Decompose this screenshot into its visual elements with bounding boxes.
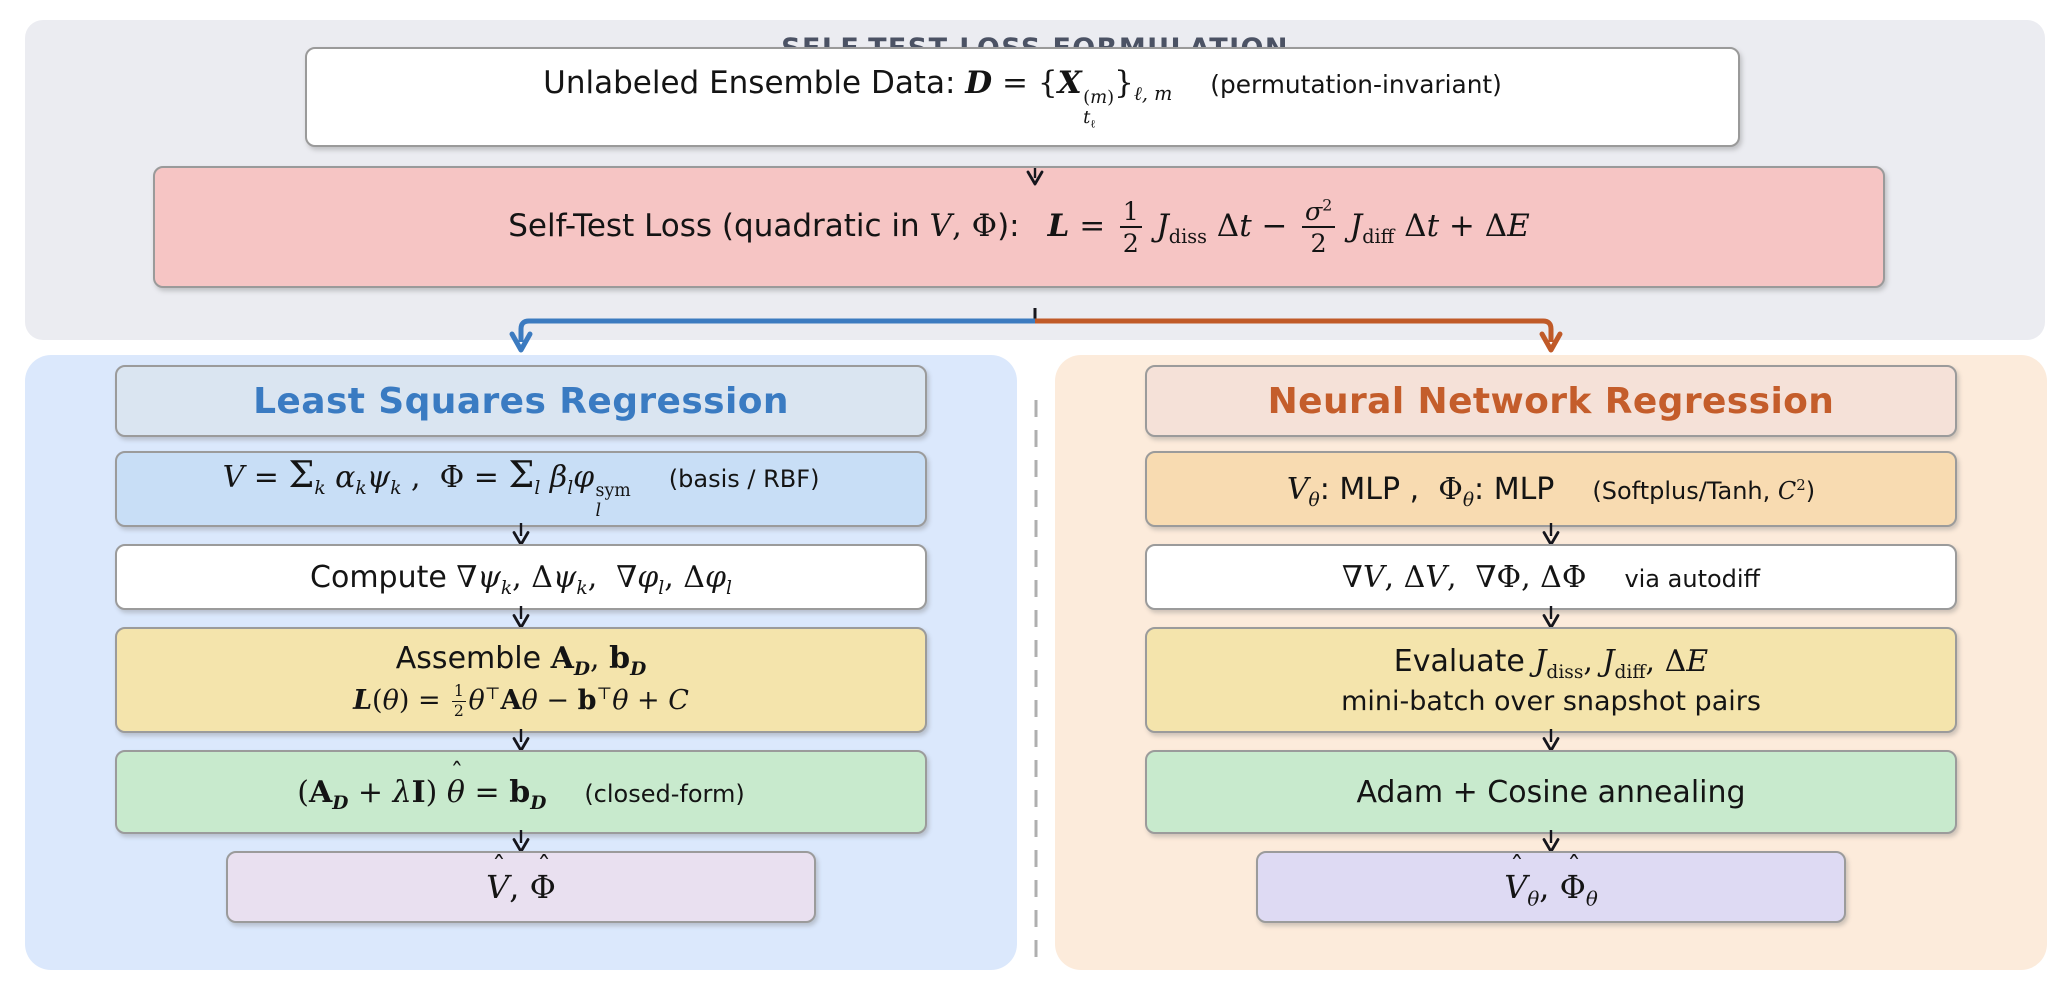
down-arrow-icon <box>510 829 532 853</box>
nn-optimizer-text: Adam + Cosine annealing <box>1356 774 1746 810</box>
down-arrow-icon <box>1540 605 1562 629</box>
lsr-compute-box: Compute ∇ψk, Δψk, ∇φl, Δφl <box>115 544 927 610</box>
ensemble-data-text: Unlabeled Ensemble Data: D = {X (m) tℓ}ℓ, … <box>543 64 1502 132</box>
lsr-basis-text: V = Σk αkψk , Φ = Σl βlφ sym l (basis / RBF… <box>222 452 820 522</box>
lsr-header-label: Least Squares Regression <box>253 380 789 422</box>
lsr-compute-text: Compute ∇ψk, Δψk, ∇φl, Δφl <box>310 559 732 599</box>
nn-optimizer-box: Adam + Cosine annealing <box>1145 750 1957 834</box>
down-arrow-icon <box>1540 829 1562 853</box>
nn-header-box: Neural Network Regression <box>1145 365 1957 437</box>
lsr-assemble-box: Assemble AD, bD L(θ) = 1 2 θ⊤Aθ − b⊤θ + C <box>115 627 927 733</box>
lsr-basis-box: V = Σk αkψk , Φ = Σl βlφ sym l (basis / RBF… <box>115 451 927 527</box>
self-test-loss-text: Self-Test Loss (quadratic in V, Φ): L = 1… <box>508 195 1530 258</box>
down-arrow-icon <box>510 522 532 546</box>
lsr-assemble-line2: L(θ) = 1 2 θ⊤Aθ − b⊤θ + C <box>353 680 689 720</box>
nn-evaluate-line2: mini-batch over snapshot pairs <box>1341 685 1761 717</box>
nn-evaluate-box: Evaluate Jdiss, Jdiff, ΔE mini-batch ove… <box>1145 627 1957 733</box>
nn-evaluate-line1: Evaluate Jdiss, Jdiff, ΔE <box>1393 643 1709 683</box>
down-arrow-icon <box>510 728 532 752</box>
nn-autodiff-text: ∇V, ΔV, ∇Φ, ΔΦ via autodiff <box>1341 559 1761 595</box>
down-arrow-icon <box>1540 522 1562 546</box>
nn-autodiff-box: ∇V, ΔV, ∇Φ, ΔΦ via autodiff <box>1145 544 1957 610</box>
nn-output-box: ˆ Vθ, ˆ Φθ <box>1256 851 1846 923</box>
nn-mlp-text: Vθ: MLP , Φθ: MLP (Softplus/Tanh, C2) <box>1286 471 1816 511</box>
nn-header-label: Neural Network Regression <box>1267 380 1835 422</box>
down-arrow-icon <box>510 605 532 629</box>
lsr-header-box: Least Squares Regression <box>115 365 927 437</box>
nn-output-text: ˆ Vθ, ˆ Φθ <box>1504 851 1598 911</box>
neural-network-panel: Neural Network Regression Vθ: MLP , Φθ: … <box>1055 355 2047 970</box>
ensemble-data-box: Unlabeled Ensemble Data: D = {X (m) tℓ}ℓ, … <box>305 47 1740 147</box>
down-arrow-icon <box>1540 728 1562 752</box>
self-test-loss-box: Self-Test Loss (quadratic in V, Φ): L = 1… <box>153 166 1885 288</box>
lsr-assemble-line1: Assemble AD, bD <box>395 640 647 680</box>
nn-mlp-box: Vθ: MLP , Φθ: MLP (Softplus/Tanh, C2) <box>1145 451 1957 527</box>
least-squares-panel: Least Squares Regression V = Σk αkψk , Φ… <box>25 355 1017 970</box>
